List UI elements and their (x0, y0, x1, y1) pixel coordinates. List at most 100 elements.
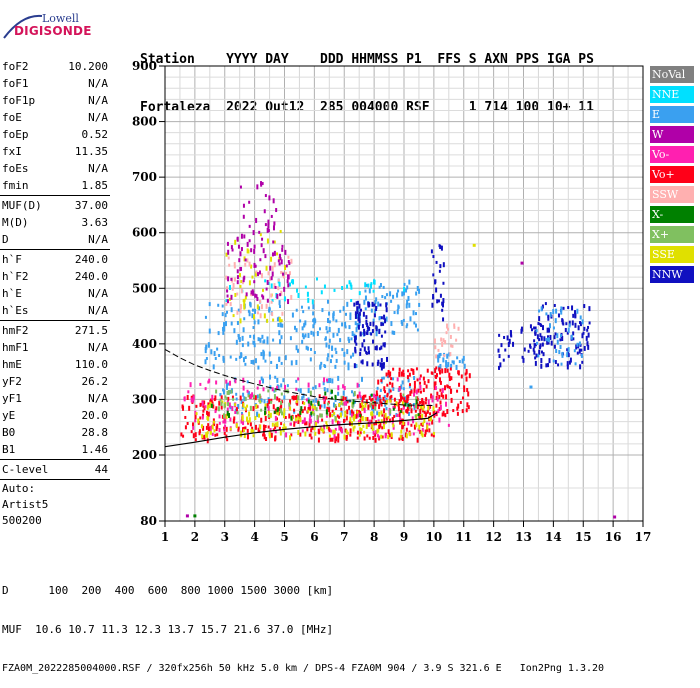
trace-curves (164, 348, 438, 448)
echo-point (290, 294, 293, 300)
echo-point (297, 413, 300, 418)
echo-point (430, 433, 433, 437)
echo-point (272, 252, 275, 257)
echo-point (312, 408, 315, 412)
echo-point (204, 349, 207, 354)
echo-point (410, 368, 413, 372)
echo-point (426, 409, 429, 413)
echo-point (321, 308, 324, 313)
echo-point (316, 418, 319, 424)
echo-point (348, 325, 351, 330)
echo-point (351, 390, 354, 394)
echo-point (446, 385, 449, 389)
echo-point (229, 417, 232, 422)
echo-point (230, 294, 233, 300)
echo-point (312, 331, 315, 337)
echo-point (349, 315, 352, 321)
echo-point (283, 423, 286, 427)
echo-point (182, 434, 185, 438)
echo-point (330, 389, 333, 394)
echo-point (370, 411, 373, 416)
echo-point (342, 384, 345, 389)
echo-point (325, 421, 328, 425)
echo-point (329, 378, 332, 384)
echo-point (375, 331, 378, 337)
echo-point (308, 421, 311, 427)
echo-point (331, 413, 334, 417)
echo-point (396, 377, 399, 382)
param-value: 10.200 (68, 60, 108, 73)
echo-point (349, 428, 352, 434)
echo-point (243, 396, 246, 402)
echo-point (309, 390, 312, 396)
echo-point (357, 324, 360, 330)
echo-point (450, 344, 453, 348)
echo-point (356, 311, 359, 315)
echo-point (543, 336, 546, 342)
echo-point (529, 343, 532, 348)
echo-point (343, 360, 346, 365)
echo-point (299, 417, 302, 423)
echo-point (408, 384, 411, 389)
x-tick-label: 3 (221, 530, 229, 544)
echo-point (255, 217, 258, 223)
echo-point (202, 409, 205, 413)
echo-point (261, 237, 264, 241)
echo-point (315, 397, 318, 403)
param-note: Auto: (2, 482, 36, 495)
echo-point (254, 358, 257, 364)
echo-point (226, 294, 229, 298)
echo-point (267, 219, 270, 225)
echo-point (307, 297, 310, 303)
echo-point (267, 410, 270, 414)
param-name: foEs (2, 162, 29, 175)
echo-point (437, 348, 440, 352)
echo-point (325, 326, 328, 331)
echo-point (325, 342, 328, 348)
echo-point (382, 322, 385, 326)
echo-point (199, 416, 202, 420)
echo-point (353, 333, 356, 338)
echo-point (271, 271, 274, 277)
echo-point (247, 309, 250, 313)
echo-point (252, 340, 255, 345)
echo-point (315, 421, 318, 427)
echo-point (310, 436, 313, 440)
echo-point (351, 331, 354, 337)
echo-point (371, 329, 374, 334)
echo-point (201, 434, 204, 439)
echo-point (421, 422, 424, 426)
echo-point (297, 429, 300, 435)
echo-point (240, 288, 243, 294)
legend-item-x-: X- (650, 206, 694, 223)
echo-point (389, 389, 392, 393)
echo-point (343, 385, 346, 390)
echo-point (280, 408, 283, 414)
echo-point (204, 434, 207, 438)
echo-point (553, 303, 556, 307)
echo-point (208, 328, 211, 334)
echo-point (323, 403, 326, 409)
echo-point (262, 387, 265, 392)
echo-point (260, 398, 263, 403)
echo-point (389, 291, 392, 297)
echo-point (539, 345, 542, 350)
param-name: hmF2 (2, 324, 29, 337)
echo-point (307, 306, 310, 310)
echo-point (228, 413, 231, 419)
echo-point (224, 414, 227, 420)
echo-point (386, 392, 389, 396)
echo-point (248, 261, 251, 267)
echo-point (463, 385, 466, 390)
echo-point (212, 420, 215, 424)
echo-point (415, 422, 418, 428)
echo-point (414, 323, 417, 328)
param-name: MUF(D) (2, 199, 42, 212)
echo-point (568, 360, 571, 365)
echo-point (435, 374, 438, 379)
echo-point (268, 431, 271, 437)
echo-point (549, 312, 552, 318)
echo-point (231, 248, 234, 252)
echo-point (237, 403, 240, 409)
echo-point (574, 322, 577, 328)
